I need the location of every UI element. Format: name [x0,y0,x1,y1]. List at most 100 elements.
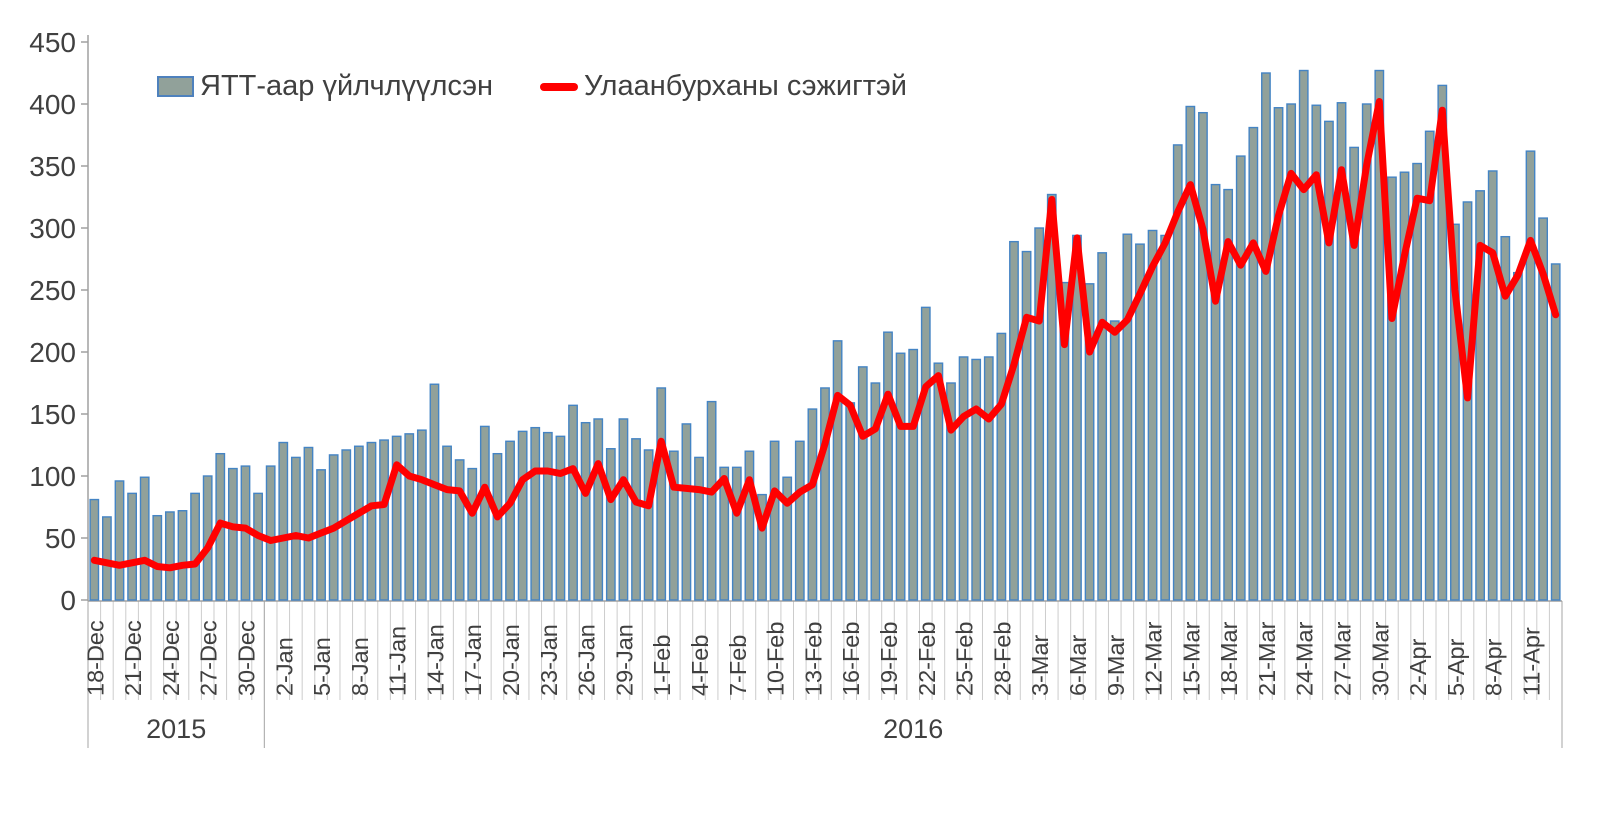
x-tick-label: 27-Mar [1330,621,1356,696]
bar [454,459,465,601]
bar [769,440,780,601]
bar [857,366,868,601]
line-series-label: Улаанбурханы сэжигтэй [584,70,907,102]
bar [517,430,528,601]
y-tick-label: 100 [29,461,76,492]
bar [908,348,919,601]
bar [820,387,830,601]
bar [303,446,314,601]
x-tick-label: 17-Jan [460,624,486,696]
bar [467,467,478,601]
bar [1034,227,1045,601]
bar [1399,171,1410,601]
bar [89,498,100,601]
bar [568,404,578,601]
bar [542,431,553,601]
bar [656,387,667,601]
bar [1273,107,1284,601]
y-tick-label: 450 [29,27,76,58]
bar [1525,150,1536,601]
x-tick-label: 5-Apr [1443,638,1469,696]
x-tick-label: 21-Dec [120,620,146,696]
bar [706,400,717,601]
bar [870,382,881,601]
x-tick-label: 1-Feb [649,635,675,696]
bar [1160,234,1171,601]
y-tick-label: 300 [29,213,76,244]
bar [1387,176,1397,601]
bar [416,429,427,601]
bar [1248,126,1259,601]
bar [265,465,276,601]
bar [883,331,893,601]
bar [933,362,944,601]
bar [1084,283,1095,601]
bar [391,435,402,601]
bar [1122,233,1133,601]
bar [1412,162,1423,601]
bar [631,438,641,601]
bar [152,514,163,601]
measles-suspected-line [90,98,1560,572]
bar [164,511,175,601]
x-tick-label: 15-Mar [1178,621,1204,696]
x-tick-label: 5-Jan [309,637,335,696]
x-tick-label: 24-Dec [158,620,184,696]
bar [1109,320,1120,601]
x-tick-label: 30-Dec [233,620,259,696]
bar [807,408,818,601]
x-tick-label: 18-Mar [1216,621,1242,696]
y-tick-label: 200 [29,337,76,368]
bar [190,492,200,601]
bar [1424,130,1435,601]
bar [1374,69,1385,601]
bar [580,421,591,601]
x-tick-label: 25-Feb [952,622,978,696]
x-tick-label: 10-Feb [763,622,789,696]
x-tick-label: 26-Jan [574,624,600,696]
x-tick-label: 18-Dec [82,620,108,696]
bar [731,466,742,601]
y-tick-label: 50 [45,523,76,554]
x-tick-label: 7-Feb [725,635,751,696]
bar [278,441,289,601]
bar [757,493,767,601]
year-label: 2015 [146,714,206,744]
x-tick-label: 16-Feb [838,622,864,696]
bar [114,480,125,601]
bar [1361,103,1372,601]
x-tick-label: 14-Jan [422,624,448,696]
bar [353,445,364,601]
bar [1311,104,1322,601]
bar-series-swatch [157,76,194,97]
y-tick-label: 350 [29,151,76,182]
bar [1009,240,1019,601]
bar [1210,183,1221,601]
bar [1336,102,1347,601]
bar [1097,252,1108,601]
legend: ЯТТ-аар үйлчлүүлсэн Улаанбурханы сэжигтэ… [157,70,907,103]
bar [681,423,692,601]
x-tick-label: 12-Mar [1141,621,1167,696]
bar [832,340,843,601]
legend-item-line: Улаанбурханы сэжигтэй [540,70,907,103]
bar [227,467,238,601]
bar [505,440,515,601]
bar [744,450,755,601]
bar [1021,250,1032,601]
bar [404,433,415,601]
x-tick-label: 30-Mar [1367,621,1393,696]
bar [605,448,616,601]
bar [618,418,629,601]
bar [1513,271,1523,601]
bar [139,476,150,601]
bar [895,352,906,601]
bar [290,456,301,601]
y-tick-label: 250 [29,275,76,306]
bar [643,449,654,601]
bar [1185,105,1196,601]
bar [971,358,982,601]
legend-item-bars: ЯТТ-аар үйлчлүүлсэн [157,70,493,103]
